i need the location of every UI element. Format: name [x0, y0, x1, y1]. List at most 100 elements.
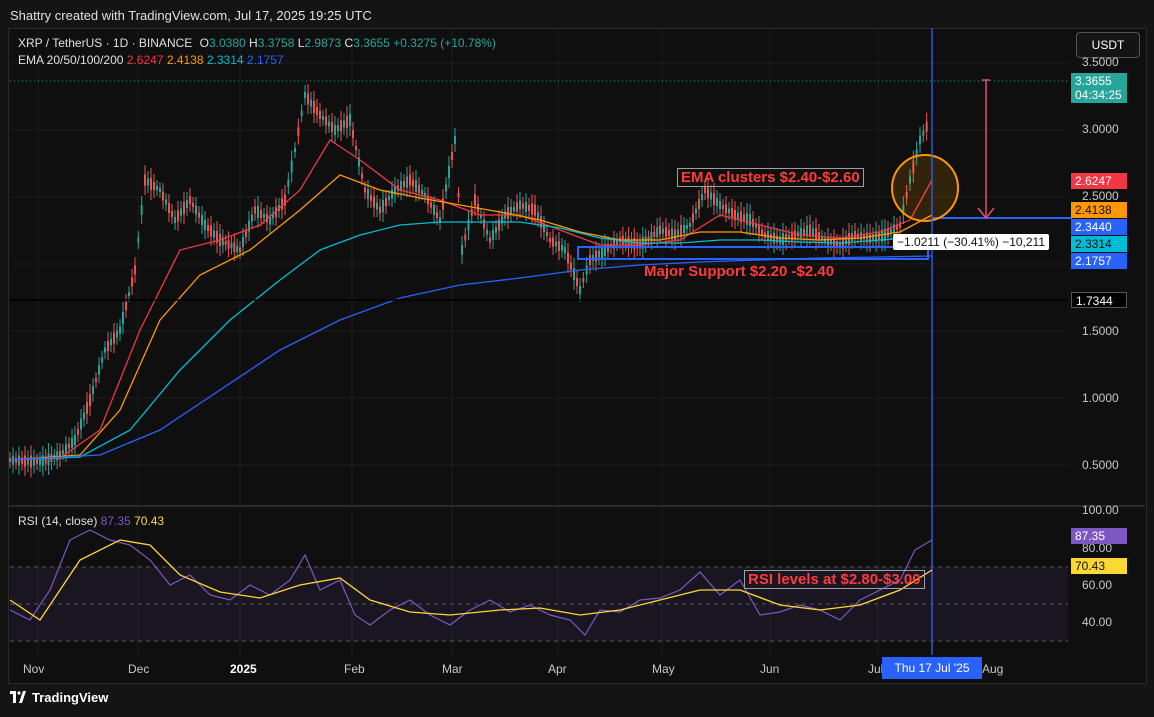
candle-body — [537, 212, 539, 220]
candle-body — [239, 247, 241, 253]
candle-body — [162, 191, 164, 201]
candle-body — [782, 233, 784, 245]
candle-body — [343, 120, 345, 128]
candle-body — [382, 200, 384, 212]
candle-body — [875, 231, 877, 243]
candle-body — [695, 208, 697, 214]
candle-body — [33, 457, 35, 466]
candle-body — [579, 286, 581, 294]
candle-body — [746, 213, 748, 225]
candle-body — [131, 277, 133, 287]
candle-body — [872, 234, 874, 241]
candle-body — [601, 246, 603, 258]
candle-body — [905, 192, 908, 198]
candle-body — [195, 205, 197, 215]
candle-body — [522, 203, 524, 209]
candle-body — [519, 200, 521, 210]
candle-body — [337, 125, 339, 131]
candle-body — [677, 229, 679, 237]
candle-body — [59, 451, 61, 459]
candle-body — [39, 459, 41, 465]
price-tick: 3.5000 — [1082, 55, 1119, 69]
last-price-tag: 3.3655 04:34:25 — [1071, 73, 1127, 103]
chart-frame[interactable] — [8, 28, 1147, 684]
candle-body — [630, 239, 633, 247]
candle-body — [543, 224, 545, 232]
candle-body — [406, 176, 408, 188]
candle-body — [719, 201, 721, 209]
target-arrow-head — [977, 207, 995, 220]
candle-body — [361, 173, 363, 179]
candle-body — [281, 198, 283, 210]
top-bar: Shattry created with TradingView.com, Ju… — [0, 0, 1154, 28]
rsi-tick: 40.00 — [1082, 615, 1113, 629]
candle-body — [902, 205, 905, 215]
ema-legend[interactable]: EMA 20/50/100/200 2.6247 2.4138 2.3314 2… — [18, 53, 284, 67]
candle-body — [881, 229, 883, 242]
measure-label[interactable]: −1.0211 (−30.41%) −10,211 — [893, 234, 1050, 250]
candle-body — [812, 228, 814, 236]
candle-body — [358, 157, 360, 167]
candle-body — [764, 232, 766, 238]
candle-body — [725, 204, 727, 214]
candle-body — [245, 231, 247, 237]
rsi-tick: 80.00 — [1082, 541, 1113, 555]
rsi-tick: 100.00 — [1082, 503, 1119, 517]
candle-body — [616, 239, 618, 245]
candle-body — [316, 107, 318, 115]
candle-body — [394, 185, 396, 195]
time-label: May — [652, 662, 675, 676]
candle-body — [287, 179, 290, 187]
candle-body — [564, 247, 566, 253]
candle-body — [248, 220, 250, 232]
chart-caption: Shattry created with TradingView.com, Ju… — [10, 8, 372, 23]
candle-body — [464, 234, 467, 241]
rsi-levels-annotation[interactable]: RSI levels at $2.80-$3.00 — [744, 570, 925, 589]
rsi-legend[interactable]: RSI (14, close) 87.35 70.43 — [18, 514, 164, 528]
ema100-value: 2.3314 — [206, 53, 244, 67]
candle-body — [510, 207, 512, 215]
candle-body — [340, 120, 342, 132]
candle-body — [409, 174, 411, 186]
countdown: 04:34:25 — [1075, 88, 1122, 102]
close-value: 3.3655 — [353, 36, 390, 50]
candle-body — [436, 212, 438, 218]
candle-body — [549, 238, 551, 242]
major-support-annotation[interactable]: Major Support $2.20 -$2.40 — [644, 263, 835, 280]
candle-body — [230, 243, 233, 249]
candle-body — [698, 199, 700, 209]
candle-body — [134, 265, 136, 275]
hline-tag: 1.7344 — [1071, 292, 1127, 308]
candle-body — [887, 229, 889, 237]
candle-body — [531, 203, 533, 215]
candle-body — [854, 231, 856, 239]
ema-clusters-annotation[interactable]: EMA clusters $2.40-$2.60 — [677, 168, 864, 187]
candle-body — [707, 187, 709, 199]
candle-body — [749, 214, 751, 226]
candle-body — [24, 455, 26, 467]
candle-body — [116, 330, 118, 338]
candle-body — [319, 111, 321, 119]
candle-body — [647, 236, 650, 241]
candle-body — [86, 402, 88, 414]
candle-body — [80, 418, 82, 430]
candle-body — [815, 228, 817, 240]
candle-body — [159, 188, 161, 192]
candle-body — [110, 339, 112, 345]
candle-body — [480, 214, 482, 218]
candle-body — [36, 459, 38, 464]
rsi-label: RSI (14, close) — [18, 514, 98, 528]
footer-brand[interactable]: TradingView — [10, 690, 108, 705]
candle-body — [791, 231, 793, 241]
price-tick: 3.0000 — [1082, 122, 1119, 136]
candle-body — [633, 237, 636, 250]
symbol-legend[interactable]: XRP / TetherUS · 1D · BINANCE O3.0380 H3… — [18, 36, 496, 50]
candle-body — [806, 225, 808, 237]
time-label: Jun — [760, 662, 780, 676]
candle-body — [325, 116, 327, 126]
currency-button[interactable]: USDT — [1076, 32, 1140, 58]
ema20-tag: 2.6247 — [1071, 173, 1127, 189]
candle-body — [30, 455, 32, 468]
candle-body — [376, 202, 378, 210]
